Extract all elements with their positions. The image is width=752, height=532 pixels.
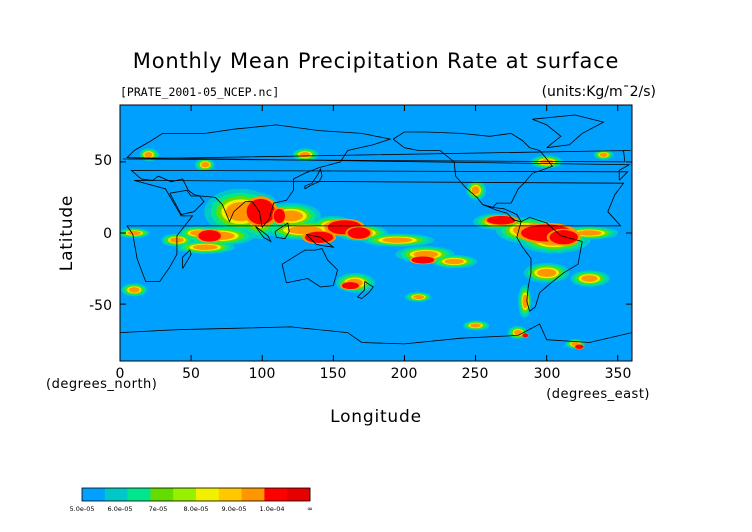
coastline [532,114,605,149]
coastline [182,249,192,269]
precip-core [549,230,578,245]
legend-swatch [241,488,265,501]
precip-contour [127,230,142,236]
map-plot-area [119,104,633,362]
color-legend: 5.0e-05 6.0e-05 7e-05 8.0e-05 9.0e-05 1.… [70,487,313,513]
y-axis: 50 0 -50 Latitude (degrees_north) [46,153,157,392]
coastline [120,323,632,345]
precip-core [246,198,276,225]
coastline [281,248,339,288]
precip-core [198,230,221,242]
x-tick-label-0: 0 [116,366,125,382]
precip-contour [193,244,218,250]
coastline [254,225,272,243]
x-tick-label-50: 50 [182,366,200,382]
precip-core [411,256,435,264]
precip-contour [299,152,311,158]
coastlines [120,114,632,345]
precip-contour [599,152,608,157]
x-tick-label-200: 200 [391,366,418,382]
legend-label-1: 6.0e-05 [108,505,133,513]
coastline [306,234,335,248]
legend-label-0: 5.0e-05 [70,505,95,513]
legend-label-5: 1.0e-04 [260,505,285,513]
y-axis-unit-label: (degrees_north) [46,377,157,392]
precip-contour [470,323,482,328]
x-tick-label-150: 150 [320,366,347,382]
coastline [126,124,631,229]
precip-contour [444,258,464,265]
precip-contour [471,186,480,195]
coastline [304,167,323,190]
y-tick-label-minus50: -50 [89,298,112,314]
y-tick-label-0: 0 [103,226,112,242]
precip-contour [514,329,523,336]
legend-label-2: 7e-05 [149,505,168,513]
precip-contour [577,230,602,236]
legend-swatch [196,488,220,501]
axis-ticks [119,105,632,361]
legend-swatch [264,488,288,501]
source-file-label: [PRATE_2001-05_NCEP.nc] [120,85,279,99]
coastline [126,180,625,282]
legend-color-bar [82,488,311,501]
precip-core [347,227,371,239]
x-tick-label-100: 100 [249,366,276,382]
chart-title: Monthly Mean Precipitation Rate at surfa… [133,49,619,73]
coastline [169,189,205,215]
legend-swatch [173,488,197,501]
legend-swatch [287,488,311,501]
precip-core [273,208,285,224]
legend-swatch [127,488,151,501]
precip-core [522,333,529,338]
coastline [274,222,290,240]
legend-label-3: 8.0e-05 [184,505,209,513]
precip-core [341,282,359,290]
legend-label-4: 9.0e-05 [222,505,247,513]
x-tick-label-350: 350 [605,366,632,382]
legend-swatch [218,488,242,501]
precip-contour [522,294,529,309]
x-axis: 0 50 100 150 200 250 300 350 (degrees_ea… [116,366,650,427]
units-label: (units:Kg/m¯2/s) [542,84,656,100]
legend-label-6: ∞ [307,505,313,513]
legend-swatch [104,488,128,501]
legend-swatch [82,488,106,501]
legend-swatch [150,488,174,501]
legend-frame [81,487,311,502]
precip-contour [201,162,210,168]
precip-contour [413,294,425,300]
y-tick-label-50: 50 [94,153,112,169]
coastline [516,216,583,312]
coastline [122,150,631,163]
x-axis-label: Longitude [330,407,422,427]
x-tick-label-300: 300 [534,366,561,382]
coastline [392,131,554,208]
precip-core [486,215,516,225]
precip-contour [537,268,557,277]
precip-contour [382,237,413,243]
y-axis-label: Latitude [57,195,77,271]
x-axis-unit-label: (degrees_east) [546,387,650,402]
precip-contour [581,275,598,282]
precip-contour [128,287,140,293]
precip-contour [144,152,153,158]
precip-core [575,344,584,349]
coastline [356,281,374,299]
x-tick-label-250: 250 [462,366,489,382]
